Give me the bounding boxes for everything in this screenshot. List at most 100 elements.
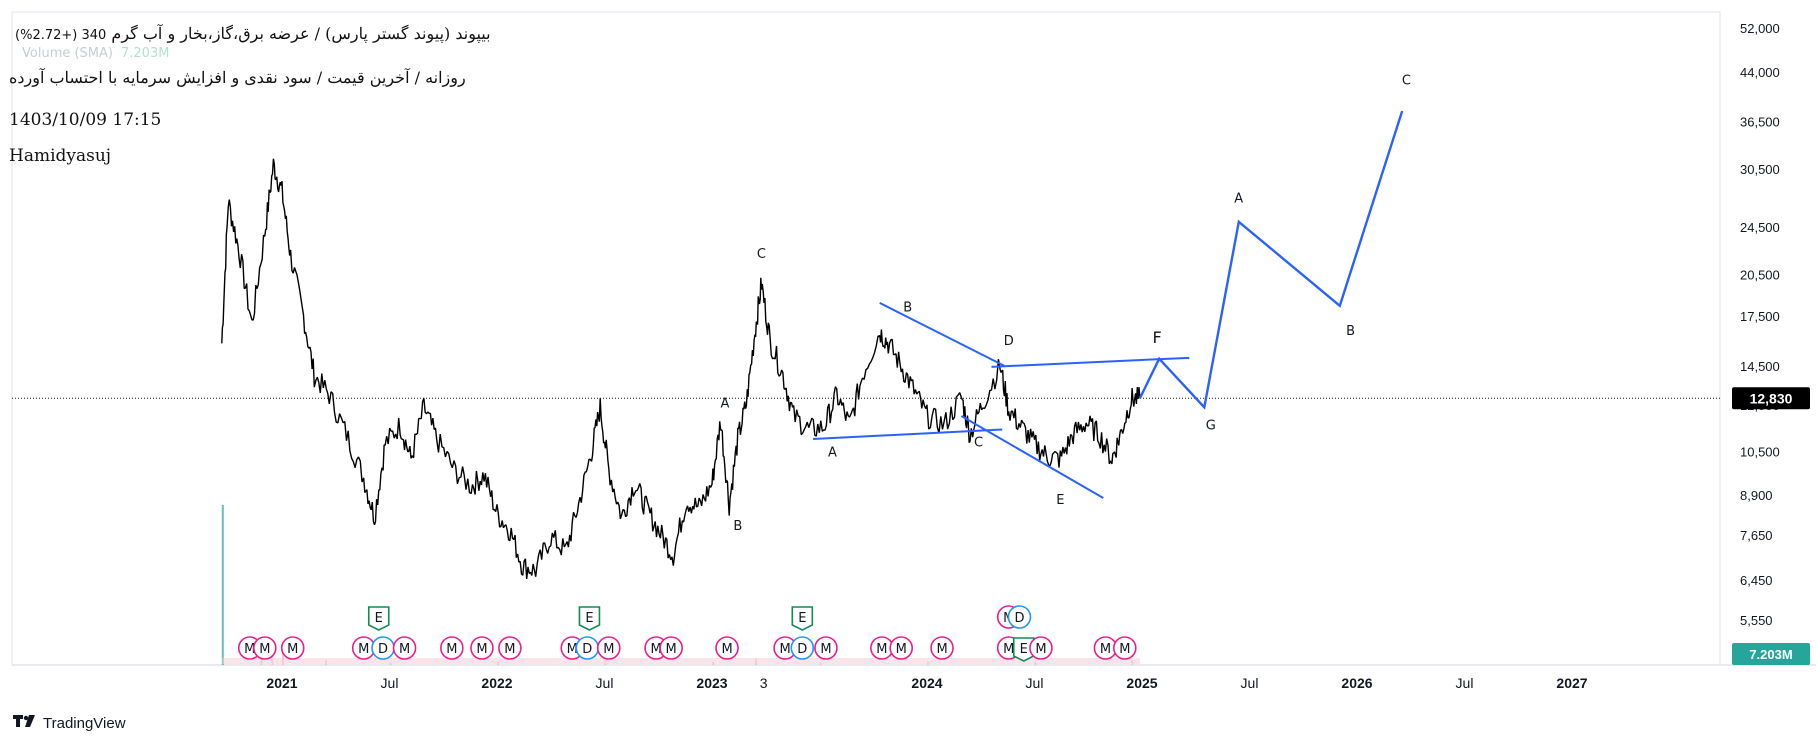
y-tick-label: 17,500 [1740,309,1780,324]
wave-label: B [903,301,912,316]
event-letter: M [1035,642,1046,657]
event-marker-M[interactable]: M [351,636,376,660]
y-tick-label: 36,500 [1740,115,1780,130]
wave-label: C [974,435,983,450]
wave-label: C [757,247,766,262]
plot-frame [11,11,1721,666]
event-letter: M [259,642,270,657]
event-letter: E [585,611,593,626]
event-letter: E [798,611,806,626]
price-tags: 12,830 7.203M [1732,387,1810,665]
event-marker-M[interactable]: M [889,636,914,660]
event-marker-D[interactable]: D [790,636,815,660]
event-marker-E[interactable]: E [1012,637,1035,662]
y-tick-label: 52,000 [1740,21,1780,36]
volume-bar [282,650,284,665]
event-marker-M[interactable]: M [440,636,464,660]
event-circle [392,636,417,660]
event-letter: D [582,642,592,657]
volume-baseline-bars [221,658,1140,664]
event-marker-E[interactable]: E [791,606,814,631]
trendline[interactable] [879,301,1005,367]
symbol-title-line: بیپوند (پیوند گستر پارس) / عرضه برق،گاز،… [9,24,491,43]
event-marker-M[interactable]: M [1029,636,1053,660]
event-letter: D [1014,611,1024,626]
event-marker-M[interactable]: M [252,636,277,660]
wave-label: A [828,445,837,460]
trendline[interactable] [991,356,1190,368]
event-circle [1007,605,1032,629]
event-circle [814,636,838,660]
event-E-shape [791,606,814,631]
event-circle [280,636,305,660]
tradingview-logo[interactable]: TradingView [13,713,126,733]
event-circle [470,636,494,660]
chart-author: Hamidyasuj [9,146,112,166]
event-letter: M [504,642,515,657]
y-tick-label: 24,500 [1740,220,1780,235]
event-letter: M [287,642,298,657]
x-tick-label: Jul [1241,675,1259,691]
last-price-tag [1732,387,1810,410]
wave-label: A [720,396,729,411]
y-tick-label: 8,900 [1740,488,1773,503]
volume-legend[interactable]: Volume (SMA) 7.203M [22,46,169,61]
event-letter: M [1119,642,1130,657]
projection-path[interactable] [1138,110,1404,410]
x-tick-label: Jul [1026,675,1044,691]
event-marker-D[interactable]: D [575,636,600,660]
event-circle [596,636,621,660]
event-marker-D[interactable]: D [371,636,395,660]
event-circle [715,636,739,660]
event-markers[interactable]: EEEMDMMMMDMMMMMDMMMMMDMMMMMEMMM [237,605,1137,662]
y-tick-label: 6,450 [1740,573,1773,588]
trendlines[interactable] [813,301,1190,499]
event-circle [790,636,815,660]
event-letter: M [476,642,487,657]
event-marker-M[interactable]: M [659,636,683,660]
event-letter: E [1020,642,1028,657]
wave-label: G [1206,419,1216,434]
x-tick-label: 2025 [1126,675,1157,691]
event-letter: M [896,642,907,657]
event-letter: M [820,642,831,657]
event-letter: M [603,642,614,657]
event-marker-M[interactable]: M [280,636,305,660]
event-marker-E[interactable]: E [578,606,601,631]
projection-line[interactable] [1138,110,1404,410]
event-E-shape [578,606,601,631]
axes: 52,000 44,000 36,500 30,500 24,500 20,500 17,5… [11,11,1816,691]
price-series [12,158,1720,579]
x-tick-label: Jul [381,675,399,691]
event-letter: M [567,642,578,657]
wave-label: D [1004,334,1014,349]
event-marker-M[interactable]: M [498,636,522,660]
event-letter: M [399,642,410,657]
x-tick-label: 2026 [1341,675,1372,691]
event-E-shape [1012,637,1035,662]
volume-legend-label: Volume (SMA) [22,46,113,61]
event-letter: M [244,642,255,657]
y-tick-label: 20,500 [1740,267,1780,282]
volume-legend-value: 7.203M [121,46,170,61]
event-marker-M[interactable]: M [930,636,954,660]
event-marker-M[interactable]: M [470,636,494,660]
wave-labels: C A B B A D C E F G A B C [720,74,1411,534]
x-tick-label: 2023 [696,675,727,691]
event-marker-M[interactable]: M [392,636,417,660]
event-letter: M [666,642,677,657]
x-tick-label: 2022 [481,675,512,691]
x-tick-label: Jul [596,675,614,691]
event-marker-M[interactable]: M [814,636,838,660]
y-tick-label: 14,500 [1740,359,1780,374]
event-letter: M [876,642,887,657]
event-marker-M[interactable]: M [1113,636,1137,660]
event-marker-M[interactable]: M [596,636,621,660]
event-marker-E[interactable]: E [367,606,390,631]
event-marker-D[interactable]: D [1007,605,1032,629]
event-marker-M[interactable]: M [715,636,739,660]
y-tick-label: 30,500 [1740,162,1780,177]
trendline[interactable] [813,428,1003,440]
wave-label: B [733,519,742,534]
